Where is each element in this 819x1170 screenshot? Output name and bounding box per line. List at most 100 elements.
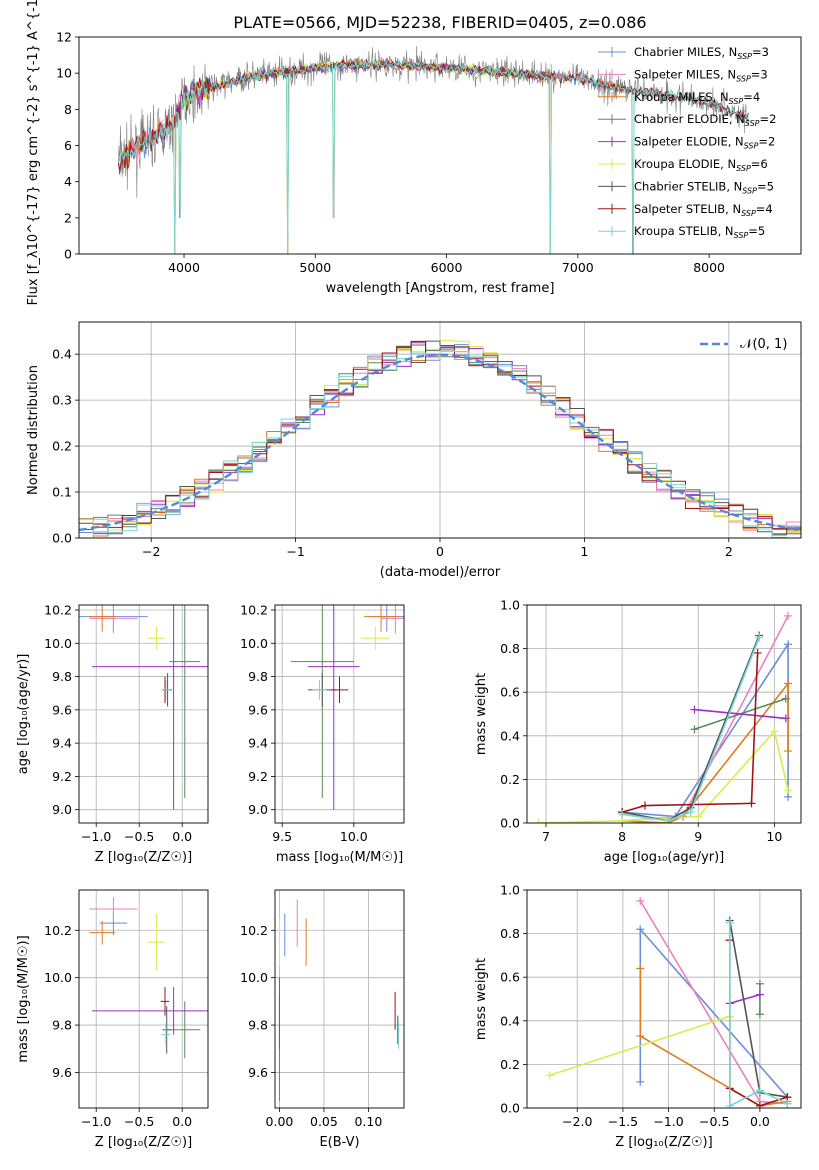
legend-subscript: SSP [736, 74, 751, 83]
weight-marker [636, 964, 645, 973]
legend-label: Salpeter STELIB, NSSP=4 [634, 202, 773, 218]
weight-line [621, 635, 760, 822]
weight-marker [755, 979, 764, 988]
legend-label: Kroupa MILES, NSSP=4 [634, 90, 760, 106]
weight-marker [636, 1032, 645, 1041]
y-tick-label: 0.8 [500, 641, 520, 656]
errorbars [290, 605, 404, 810]
y-tick-label: 10.0 [44, 970, 72, 985]
y-tick-label: 10 [56, 66, 72, 81]
weight-marker [747, 799, 756, 808]
weight-lines [545, 896, 792, 1108]
y-tick-label: 9.8 [52, 1018, 72, 1033]
x-tick-label: 0.05 [310, 1114, 338, 1129]
legend-subscript: SSP [729, 97, 744, 106]
weight_vs_age-panel: 7 8 9 10 0.0 0.2 0.4 0.6 0.8 1.0 age [log₁₀(age/yr… [474, 598, 802, 865]
y-tick-label: 9.4 [52, 736, 72, 751]
y-tick-label: 10.2 [240, 602, 268, 617]
weight-marker [534, 819, 543, 823]
series-chab_miles [636, 925, 792, 1102]
histograms [79, 339, 801, 538]
legend-count: =3 [752, 45, 769, 59]
age_vs_Z-panel: −1.0 −0.5 0.0 9.0 9.2 9.4 9.6 9.8 10.0 10.2 Z [log… [16, 602, 209, 865]
errorbar-chab_stelib [162, 1006, 172, 1054]
x-tick-label: 8000 [693, 260, 725, 275]
y-tick-label: 10.2 [44, 923, 72, 938]
weight-line [621, 637, 760, 822]
x-axis-label: Z [log₁₀(Z/Z☉)] [95, 1135, 192, 1150]
y-tick-label: 9.6 [248, 1065, 268, 1080]
model-krou_stelib [117, 59, 749, 254]
weight-marker [755, 990, 764, 999]
x-tick-label: −0.5 [699, 1114, 729, 1129]
y-tick-label: 9.8 [248, 669, 268, 684]
errorbar-salp_stelib [160, 987, 170, 1016]
weight-line [639, 900, 788, 1105]
series-chab_miles [618, 640, 793, 821]
weight-line [622, 615, 789, 822]
weight-marker [690, 725, 699, 734]
weight-line [639, 968, 788, 1107]
legend-label: Salpeter ELODIE, NSSP=2 [634, 135, 775, 151]
weight-line [639, 927, 788, 1098]
series-krou_elodie [534, 727, 793, 823]
x-tick-label: 0.00 [266, 1114, 294, 1129]
weight-marker [640, 801, 649, 810]
x-tick-label: 0.0 [172, 829, 192, 844]
y-tick-label: 10.0 [44, 636, 72, 651]
x-tick-label: 0.0 [172, 1114, 192, 1129]
weight-lines [534, 611, 793, 823]
x-tick-label: −1.0 [81, 1114, 111, 1129]
errorbar-krou_elodie [147, 913, 165, 971]
y-tick-label: 10.2 [240, 923, 268, 938]
series-salp_elodie [690, 705, 790, 723]
weight-marker [663, 816, 672, 823]
x-tick-label: 2 [725, 544, 733, 559]
legend-label: Kroupa ELODIE, NSSP=6 [634, 157, 768, 173]
legend-label: Chabrier STELIB, NSSP=5 [634, 179, 774, 195]
errorbars [278, 899, 400, 1101]
y-tick-label: 2 [64, 210, 72, 225]
legend-subscript: SSP [742, 186, 757, 195]
series-salp_miles [618, 611, 793, 823]
x-axis-label: mass [log₁₀(M/M☉)] [276, 850, 403, 865]
legend-subscript: SSP [741, 209, 756, 218]
y-tick-label: 0 [64, 247, 72, 262]
weight-line [694, 708, 786, 720]
y-tick-label: 10.0 [240, 970, 268, 985]
x-axis-label: (data-model)/error [380, 565, 501, 580]
y-axis-label: mass weight [474, 673, 489, 755]
legend-subscript: SSP [745, 119, 760, 128]
weight-marker [545, 1071, 554, 1080]
x-tick-label: 0 [436, 544, 444, 559]
weight-marker [618, 810, 627, 819]
x-tick-label: −1 [286, 544, 304, 559]
errorbar-chab_elodie [169, 605, 201, 799]
legend-count: =4 [743, 90, 760, 104]
x-tick-label: 0.10 [354, 1114, 382, 1129]
y-tick-label: 9.6 [52, 1065, 72, 1080]
errorbar-krou_stelib [312, 679, 327, 700]
x-tick-label: −1.5 [608, 1114, 638, 1129]
x-tick-label: −0.5 [124, 1114, 154, 1129]
y-axis-label: mass weight [474, 958, 489, 1040]
weight-marker [636, 925, 645, 934]
weight-marker [770, 727, 779, 736]
x-tick-label: −1.0 [81, 829, 111, 844]
y-tick-label: 1.0 [500, 598, 520, 613]
x-tick-label: 6000 [431, 260, 463, 275]
weight-line [729, 993, 761, 1005]
spectrum-panel: 4000 5000 6000 7000 8000 0 2 4 6 8 10 12 wavelength … [26, 0, 802, 305]
errorbar-salp_miles [89, 605, 138, 634]
legend-label: Chabrier ELODIE, NSSP=2 [634, 112, 776, 128]
y-tick-label: 0.3 [52, 393, 72, 408]
weight-line [728, 922, 788, 1108]
y-tick-label: 0.4 [500, 728, 520, 743]
weight-marker [694, 812, 703, 821]
mass_vs_ebv-panel: 0.00 0.05 0.10 9.6 9.8 10.0 10.2 E(B-V) [240, 889, 405, 1150]
errorbar-salp_elodie [91, 605, 208, 810]
weight-marker [784, 747, 793, 756]
series-chab_elodie [755, 979, 764, 1019]
y-tick-label: 9.2 [52, 769, 72, 784]
weight-marker [636, 1077, 645, 1086]
